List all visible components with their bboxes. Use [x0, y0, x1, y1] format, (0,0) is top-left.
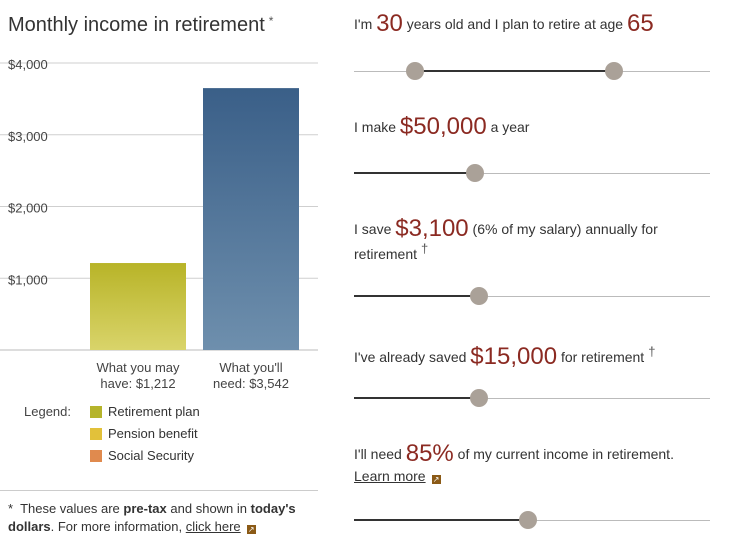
salary-handle[interactable] — [466, 164, 485, 182]
current-age-handle[interactable] — [405, 62, 424, 80]
slider-fill — [414, 70, 614, 72]
need-slider[interactable] — [354, 510, 710, 530]
legend-item-pension-benefit: Pension benefit — [90, 426, 198, 441]
y-tick-label: $2,000 — [8, 201, 48, 216]
saved-handle[interactable] — [469, 389, 488, 407]
savings-slider[interactable] — [354, 286, 710, 306]
external-link-icon[interactable]: ↗ — [246, 525, 256, 534]
legend-text: Pension benefit — [108, 426, 198, 441]
need-text: of my current income in retirement. — [457, 446, 674, 462]
footnote-text: and shown in — [170, 501, 248, 516]
legend-label: Legend: — [24, 404, 71, 419]
saved-value: $15,000 — [470, 343, 558, 370]
need-statement: I'll need 85% of my current income in re… — [354, 442, 714, 486]
slider-fill — [354, 519, 529, 521]
savings-dagger: † — [421, 241, 429, 256]
saved-text: I've already saved — [354, 349, 467, 365]
age-text: years old and I plan to retire at age — [406, 16, 624, 32]
footnote: * These values are pre-tax and shown in … — [8, 500, 308, 536]
slider-fill — [354, 397, 479, 399]
need-handle[interactable] — [519, 511, 538, 529]
chart-title-text: Monthly income in retirement — [8, 14, 265, 36]
bar-need — [203, 88, 299, 351]
slider-track — [354, 296, 710, 297]
y-tick-label: $1,000 — [8, 272, 48, 287]
y-tick-label: $4,000 — [8, 57, 48, 72]
footnote-bold: today's dollars — [8, 501, 296, 534]
legend-item-retirement-plan: Retirement plan — [90, 404, 200, 419]
x-label-may-have-line1: What you may — [96, 360, 180, 375]
x-label-may-have-line2: have: $1,212 — [100, 376, 175, 391]
age-slider[interactable] — [354, 61, 710, 81]
footnote-text: These values are — [20, 501, 120, 516]
salary-value: $50,000 — [399, 113, 487, 140]
legend-text: Retirement plan — [108, 404, 200, 419]
slider-fill — [354, 295, 479, 297]
external-link-icon[interactable]: ↗ — [431, 475, 441, 484]
saved-dagger: † — [648, 344, 656, 359]
age-text: I'm — [354, 16, 373, 32]
savings-text: I save — [354, 221, 392, 237]
salary-statement: I make $50,000 a year — [354, 115, 714, 139]
savings-text: (6% of my salary) annually for retiremen… — [354, 221, 658, 262]
need-text: I'll need — [354, 446, 402, 462]
legend-text: Social Security — [108, 448, 194, 463]
slider-fill — [354, 172, 476, 174]
title-footnote-marker: * — [268, 14, 274, 28]
learn-more-link[interactable]: Learn more — [354, 468, 426, 484]
legend-swatch-retirement-plan — [90, 405, 102, 418]
retire-age-handle[interactable] — [604, 62, 623, 80]
savings-statement: I save $3,100 (6% of my salary) annually… — [354, 217, 684, 264]
x-label-need-line1: What you'll — [219, 360, 282, 375]
slider-track — [354, 398, 710, 399]
footnote-star: * — [8, 501, 14, 516]
income-chart: $1,000 $2,000 $3,000 $4,000 What you mayhav… — [0, 57, 318, 391]
x-label-need-line2: need: $3,542 — [213, 376, 289, 391]
salary-slider[interactable] — [354, 163, 710, 183]
age-statement: I'm 30 years old and I plan to retire at… — [354, 12, 714, 36]
legend-swatch-pension-benefit — [90, 427, 102, 440]
saved-statement: I've already saved $15,000 for retiremen… — [354, 342, 714, 370]
legend-swatch-social-security — [90, 449, 102, 462]
salary-text: a year — [490, 119, 530, 135]
savings-handle[interactable] — [469, 287, 488, 305]
bar-may-have — [90, 263, 186, 350]
need-percent-value: 85% — [405, 440, 454, 467]
saved-text: for retirement — [560, 349, 645, 365]
savings-value: $3,100 — [395, 215, 469, 242]
slider-track — [354, 173, 710, 174]
footnote-text: . For more information, — [50, 519, 183, 534]
chart-title: Monthly income in retirement * — [8, 14, 273, 37]
legend-item-social-security: Social Security — [90, 448, 194, 463]
saved-slider[interactable] — [354, 388, 710, 408]
click-here-link[interactable]: click here — [185, 519, 241, 534]
retire-age-value: 65 — [626, 10, 654, 37]
footnote-bold: pre-tax — [123, 501, 167, 516]
salary-text: I make — [354, 119, 397, 135]
footer-divider — [0, 490, 318, 491]
y-tick-label: $3,000 — [8, 129, 48, 144]
current-age-value: 30 — [376, 10, 403, 37]
